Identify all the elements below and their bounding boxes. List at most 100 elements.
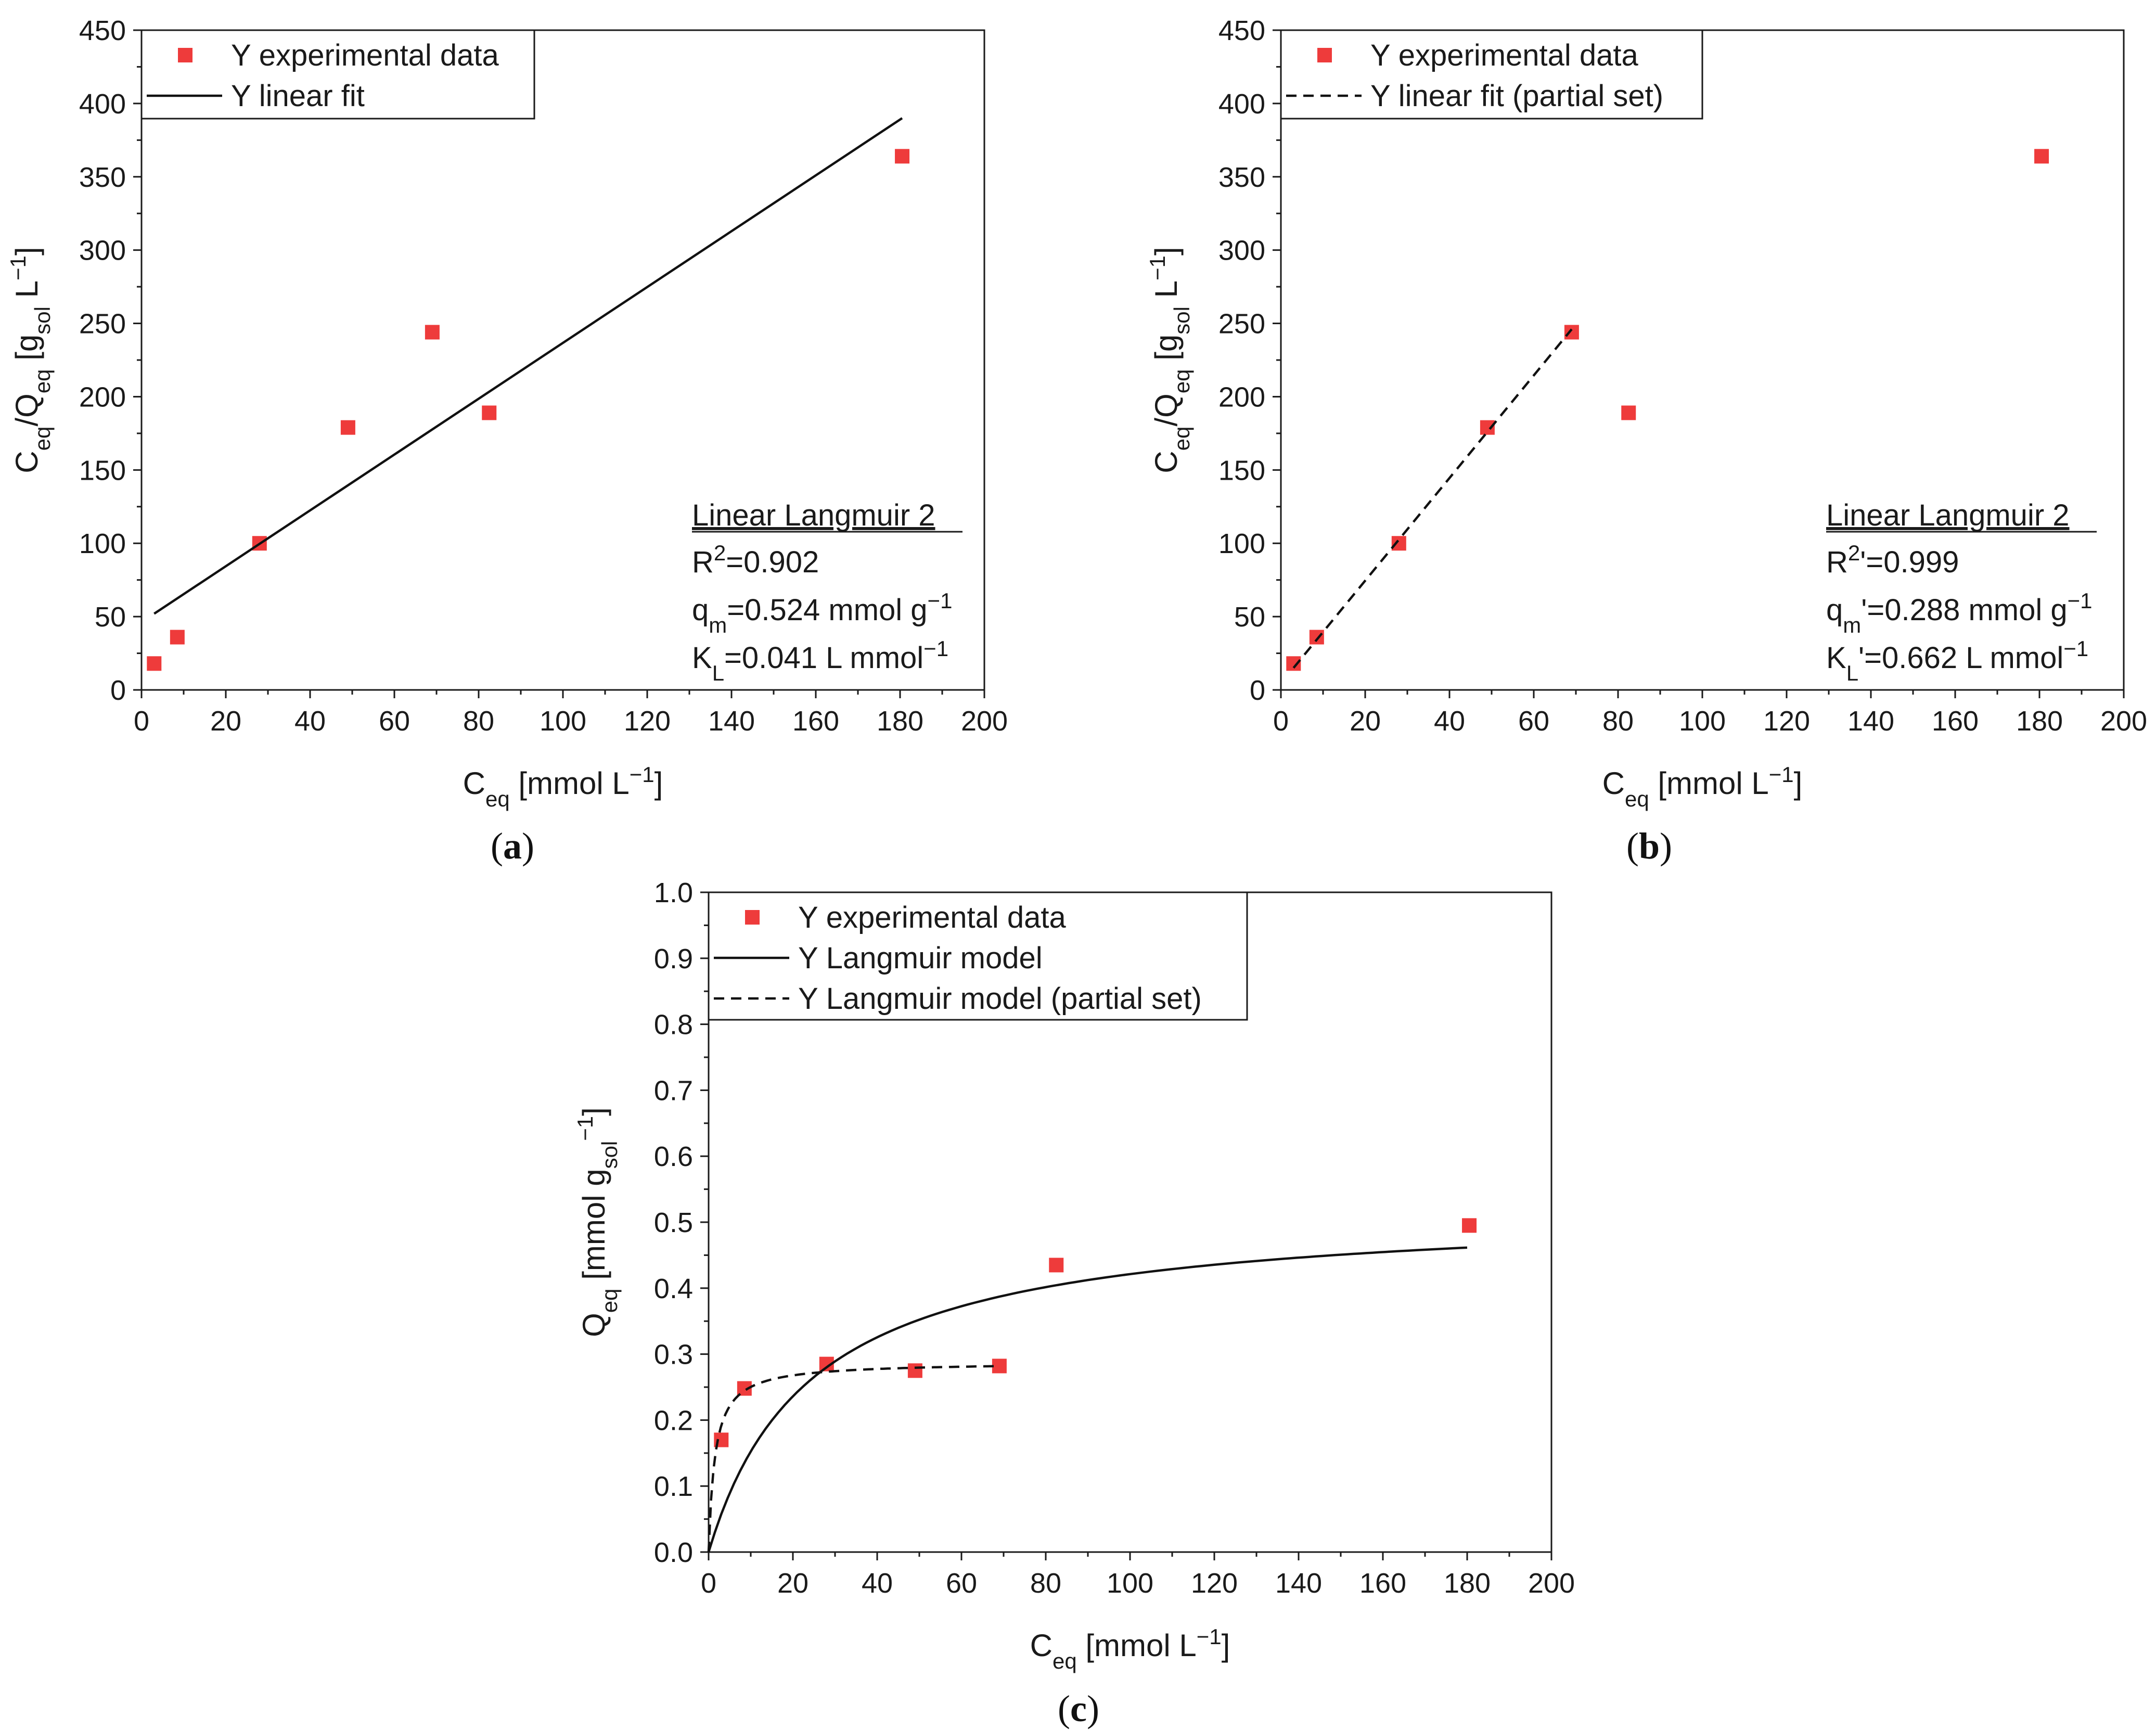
y-axis-title: Ceq/Qeq [gsol L−1] bbox=[1145, 247, 1194, 473]
x-tick-label: 180 bbox=[877, 706, 923, 737]
y-tick-label: 150 bbox=[79, 455, 126, 486]
data-point bbox=[147, 656, 162, 671]
x-tick-label: 120 bbox=[1191, 1568, 1238, 1599]
y-tick-label: 100 bbox=[1218, 528, 1265, 559]
y-tick-label: 350 bbox=[1218, 162, 1265, 193]
annotation-line: qm'=0.288 mmol g−1 bbox=[1826, 588, 2093, 637]
legend-box bbox=[708, 891, 1248, 1021]
plot-frame bbox=[140, 29, 985, 691]
legend-label: Y linear fit (partial set) bbox=[1370, 79, 1663, 113]
y-tick-label: 1.0 bbox=[654, 877, 693, 908]
x-tick-label: 100 bbox=[1679, 706, 1726, 737]
y-tick-label: 0 bbox=[1250, 675, 1265, 706]
annotation: Linear Langmuir 2 R2=0.902 qm=0.524 mmol g… bbox=[692, 498, 962, 685]
legend-label: Y experimental data bbox=[1370, 39, 1639, 72]
x-tick-label: 180 bbox=[2016, 706, 2063, 737]
x-tick-label: 80 bbox=[1602, 706, 1634, 737]
y-tick-label: 300 bbox=[1218, 235, 1265, 266]
y-tick-label: 450 bbox=[1218, 15, 1265, 46]
y-tick-label: 250 bbox=[1218, 309, 1265, 340]
x-tick-label: 20 bbox=[1350, 706, 1381, 737]
x-tick-label: 120 bbox=[624, 706, 671, 737]
y-tick-label: 0.7 bbox=[654, 1075, 693, 1106]
x-tick-label: 140 bbox=[708, 706, 755, 737]
x-axis-title: Ceq [mmol L−1] bbox=[1602, 762, 1803, 811]
legend-label: Y Langmuir model (partial set) bbox=[798, 982, 1202, 1016]
y-tick-label: 50 bbox=[1234, 601, 1265, 633]
annotation: Linear Langmuir 2 R2'=0.999 qm'=0.288 mmol… bbox=[1826, 498, 2097, 685]
y-tick-label: 400 bbox=[1218, 88, 1265, 120]
y-tick-label: 200 bbox=[79, 381, 126, 413]
x-tick-label: 140 bbox=[1847, 706, 1894, 737]
x-tick-label: 200 bbox=[2100, 706, 2147, 737]
panel-b: 0 20 40 60 80 100 120 140 160 180 200 0 50 100 150 200 2… bbox=[1145, 15, 2148, 867]
y-tick-label: 0.6 bbox=[654, 1141, 693, 1172]
x-tick-label: 80 bbox=[463, 706, 494, 737]
panel-a: 0 20 40 60 80 100 120 140 160 180 200 0 50 100 150 200 2… bbox=[6, 15, 1008, 867]
legend-label: Y experimental data bbox=[231, 39, 499, 72]
data-point bbox=[1391, 536, 1406, 551]
y-tick-label: 0.0 bbox=[654, 1537, 693, 1568]
fit-line-dashed bbox=[1292, 328, 1573, 669]
legend: Y experimental data Y Langmuir model Y Lan… bbox=[708, 891, 1248, 1021]
legend-box bbox=[1280, 29, 1703, 120]
plot-frame bbox=[1280, 29, 2125, 691]
y-tick-label: 350 bbox=[79, 162, 126, 193]
x-tick-label: 80 bbox=[1030, 1568, 1061, 1599]
y-axis-title: Ceq/Qeq [gsol L−1] bbox=[6, 247, 55, 473]
y-tick-label: 0.4 bbox=[654, 1273, 693, 1304]
x-tick-label: 0 bbox=[701, 1568, 716, 1599]
x-tick-label: 20 bbox=[210, 706, 241, 737]
x-tick-label: 40 bbox=[1434, 706, 1465, 737]
x-tick-label: 160 bbox=[1359, 1568, 1406, 1599]
x-axis-title: Ceq [mmol L−1] bbox=[1030, 1624, 1230, 1673]
y-tick-label: 0.2 bbox=[654, 1405, 693, 1436]
x-tick-label: 160 bbox=[1932, 706, 1979, 737]
legend-marker bbox=[178, 48, 192, 62]
data-point bbox=[482, 405, 497, 420]
y-tick-label: 0.5 bbox=[654, 1207, 693, 1238]
panel-label: (a) bbox=[491, 825, 534, 867]
y-axis-title: Qeq [mmol gsol−1] bbox=[573, 1107, 622, 1337]
data-point bbox=[170, 630, 185, 645]
data-point bbox=[992, 1359, 1007, 1374]
annotation-line: R2=0.902 bbox=[692, 541, 819, 580]
y-tick-label: 0.3 bbox=[654, 1339, 693, 1370]
legend-marker bbox=[1317, 48, 1332, 62]
data-point bbox=[907, 1363, 922, 1378]
x-tick-label: 40 bbox=[862, 1568, 893, 1599]
data-point bbox=[425, 325, 440, 340]
x-tick-label: 120 bbox=[1763, 706, 1810, 737]
annotation-line: KL'=0.662 L mmol−1 bbox=[1826, 636, 2088, 685]
x-tick-label: 40 bbox=[294, 706, 326, 737]
data-point bbox=[895, 149, 910, 164]
x-tick-label: 160 bbox=[792, 706, 839, 737]
data-point bbox=[1621, 405, 1636, 420]
data-point bbox=[1309, 630, 1324, 645]
legend-marker bbox=[745, 910, 760, 925]
x-tick-label: 0 bbox=[134, 706, 149, 737]
data-point bbox=[340, 420, 355, 435]
legend-label: Y experimental data bbox=[798, 901, 1067, 934]
x-tick-label: 0 bbox=[1273, 706, 1289, 737]
y-tick-label: 100 bbox=[79, 528, 126, 559]
fit-line bbox=[153, 117, 903, 615]
y-tick-label: 250 bbox=[79, 309, 126, 340]
annotation-line: R2'=0.999 bbox=[1826, 541, 1959, 580]
x-tick-label: 60 bbox=[1518, 706, 1549, 737]
panel-c: 0 20 40 60 80 100 120 140 160 180 200 0.0 0.1 0.2 0.3 0… bbox=[573, 877, 1575, 1729]
x-tick-label: 200 bbox=[1528, 1568, 1575, 1599]
data-point bbox=[2034, 149, 2049, 164]
y-tick-label: 300 bbox=[79, 235, 126, 266]
annotation-line: KL=0.041 L mmol−1 bbox=[692, 636, 948, 685]
legend-label: Y linear fit bbox=[231, 79, 365, 113]
y-tick-label: 0 bbox=[110, 675, 126, 706]
data-point bbox=[1049, 1258, 1064, 1273]
y-tick-label: 0.8 bbox=[654, 1009, 693, 1041]
x-tick-label: 60 bbox=[946, 1568, 977, 1599]
data-point bbox=[1564, 325, 1579, 340]
y-tick-label: 50 bbox=[95, 601, 126, 633]
annotation-line: qm=0.524 mmol g−1 bbox=[692, 588, 952, 637]
y-tick-label: 0.1 bbox=[654, 1471, 693, 1502]
